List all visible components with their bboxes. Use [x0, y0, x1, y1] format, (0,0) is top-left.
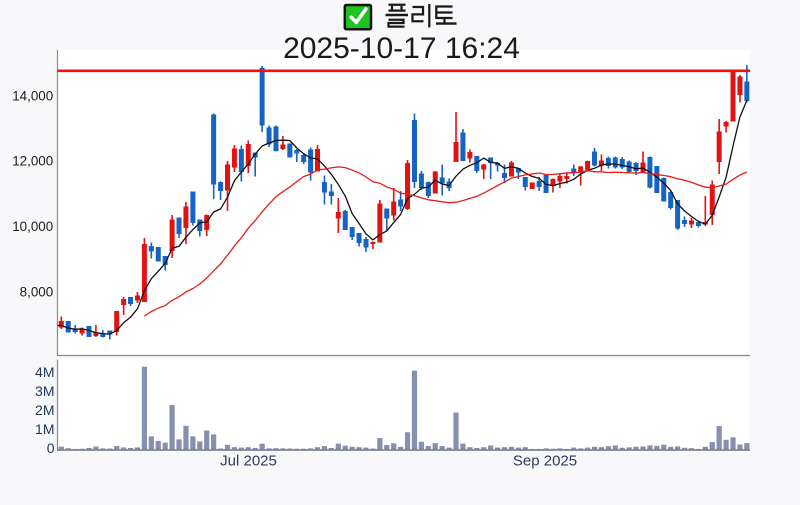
svg-text:1M: 1M: [35, 421, 54, 437]
svg-text:4M: 4M: [35, 364, 54, 380]
svg-text:0: 0: [47, 440, 55, 456]
svg-text:8,000: 8,000: [20, 284, 54, 299]
svg-text:2025-10-17 16:24: 2025-10-17 16:24: [283, 32, 520, 65]
svg-text:Jul 2025: Jul 2025: [220, 453, 277, 470]
svg-text:Sep 2025: Sep 2025: [513, 453, 577, 470]
svg-text:12,000: 12,000: [12, 154, 53, 169]
svg-text:2M: 2M: [35, 402, 54, 418]
svg-text:14,000: 14,000: [12, 88, 53, 103]
svg-text:10,000: 10,000: [12, 219, 53, 234]
svg-text:3M: 3M: [35, 383, 54, 399]
